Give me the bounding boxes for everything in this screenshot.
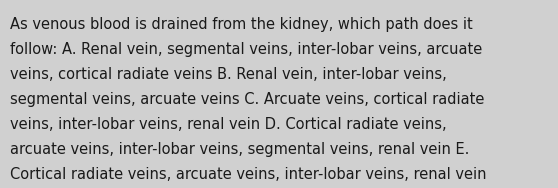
Text: As venous blood is drained from the kidney, which path does it: As venous blood is drained from the kidn… <box>10 17 473 32</box>
Text: veins, cortical radiate veins B. Renal vein, inter-lobar veins,: veins, cortical radiate veins B. Renal v… <box>10 67 447 82</box>
Text: arcuate veins, inter-lobar veins, segmental veins, renal vein E.: arcuate veins, inter-lobar veins, segmen… <box>10 142 469 157</box>
Text: segmental veins, arcuate veins C. Arcuate veins, cortical radiate: segmental veins, arcuate veins C. Arcuat… <box>10 92 484 107</box>
Text: Cortical radiate veins, arcuate veins, inter-lobar veins, renal vein: Cortical radiate veins, arcuate veins, i… <box>10 167 487 182</box>
Text: veins, inter-lobar veins, renal vein D. Cortical radiate veins,: veins, inter-lobar veins, renal vein D. … <box>10 117 446 132</box>
Text: follow: A. Renal vein, segmental veins, inter-lobar veins, arcuate: follow: A. Renal vein, segmental veins, … <box>10 42 482 57</box>
